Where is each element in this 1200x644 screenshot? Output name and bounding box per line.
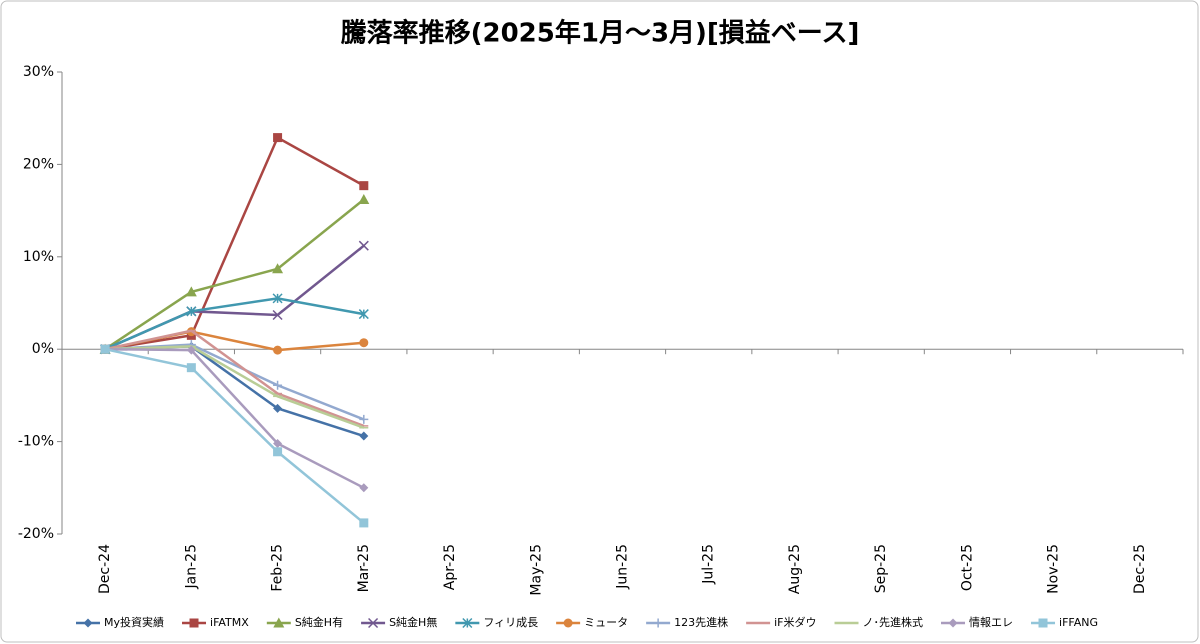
marker xyxy=(462,617,473,629)
legend-label: ノ･先進株式 xyxy=(863,615,924,629)
legend-label: My投資実績 xyxy=(104,615,164,629)
x-tick-label: Nov-25 xyxy=(1046,544,1062,594)
legend-label: フィリ成長 xyxy=(483,616,538,629)
marker xyxy=(273,447,283,457)
marker xyxy=(359,414,369,424)
marker xyxy=(186,306,197,317)
marker xyxy=(358,194,370,205)
marker xyxy=(272,309,283,321)
series-line xyxy=(105,347,365,489)
x-tick-label: May-25 xyxy=(528,544,544,596)
marker xyxy=(359,483,369,493)
legend-label: S純金H無 xyxy=(389,615,437,629)
legend-label: iFFANG xyxy=(1059,616,1098,629)
series-line xyxy=(104,297,365,351)
x-tick-label: Jan-25 xyxy=(183,544,199,589)
y-tick-label: -10% xyxy=(18,434,54,450)
marker xyxy=(83,618,93,628)
marker xyxy=(1038,618,1048,628)
legend-label: 情報エレ xyxy=(969,616,1013,629)
marker xyxy=(358,240,369,251)
marker xyxy=(273,380,283,390)
marker xyxy=(273,403,283,413)
marker xyxy=(273,617,285,628)
marker xyxy=(186,363,196,373)
x-tick-label: Oct-25 xyxy=(959,544,975,591)
series-line xyxy=(104,329,365,428)
x-tick-label: Dec-25 xyxy=(1132,544,1148,594)
marker xyxy=(273,345,283,355)
marker xyxy=(359,431,369,441)
legend-label: S純金H有 xyxy=(295,615,343,629)
legend-label: iFATMX xyxy=(210,616,249,629)
marker xyxy=(273,438,283,448)
series-line xyxy=(104,135,365,351)
y-tick-label: 30% xyxy=(23,64,54,80)
x-tick-label: Jun-25 xyxy=(615,544,631,590)
x-tick-label: Aug-25 xyxy=(787,544,803,594)
marker xyxy=(272,293,283,304)
y-tick-label: 10% xyxy=(23,249,54,265)
x-tick-label: Dec-24 xyxy=(97,544,113,594)
series-line xyxy=(105,345,365,429)
marker xyxy=(368,617,379,629)
x-tick-label: Feb-25 xyxy=(270,544,286,592)
marker xyxy=(272,263,284,274)
marker xyxy=(273,133,283,143)
legend-label: 123先進株 xyxy=(674,615,728,629)
series-line xyxy=(104,198,365,351)
marker xyxy=(653,618,663,628)
y-tick-label: 0% xyxy=(32,341,54,357)
x-tick-label: Mar-25 xyxy=(356,544,372,592)
series-line xyxy=(104,347,365,524)
marker xyxy=(185,286,197,297)
marker xyxy=(100,344,110,354)
marker xyxy=(359,338,369,348)
y-tick-label: -20% xyxy=(18,526,54,542)
x-tick-label: Jul-25 xyxy=(701,544,717,585)
marker xyxy=(358,309,369,320)
chart-title: 騰落率推移(2025年1月～3月)[損益ベース] xyxy=(341,18,860,49)
x-tick-label: Apr-25 xyxy=(442,544,458,590)
marker xyxy=(563,618,573,628)
marker xyxy=(189,618,199,628)
x-tick-label: Sep-25 xyxy=(873,544,889,593)
marker xyxy=(948,618,958,628)
legend-label: ミュータ xyxy=(584,616,628,629)
marker xyxy=(186,345,196,355)
legend-label: iF米ダウ xyxy=(774,615,816,629)
marker xyxy=(359,518,369,528)
y-tick-label: 20% xyxy=(23,156,54,172)
marker xyxy=(359,181,369,191)
